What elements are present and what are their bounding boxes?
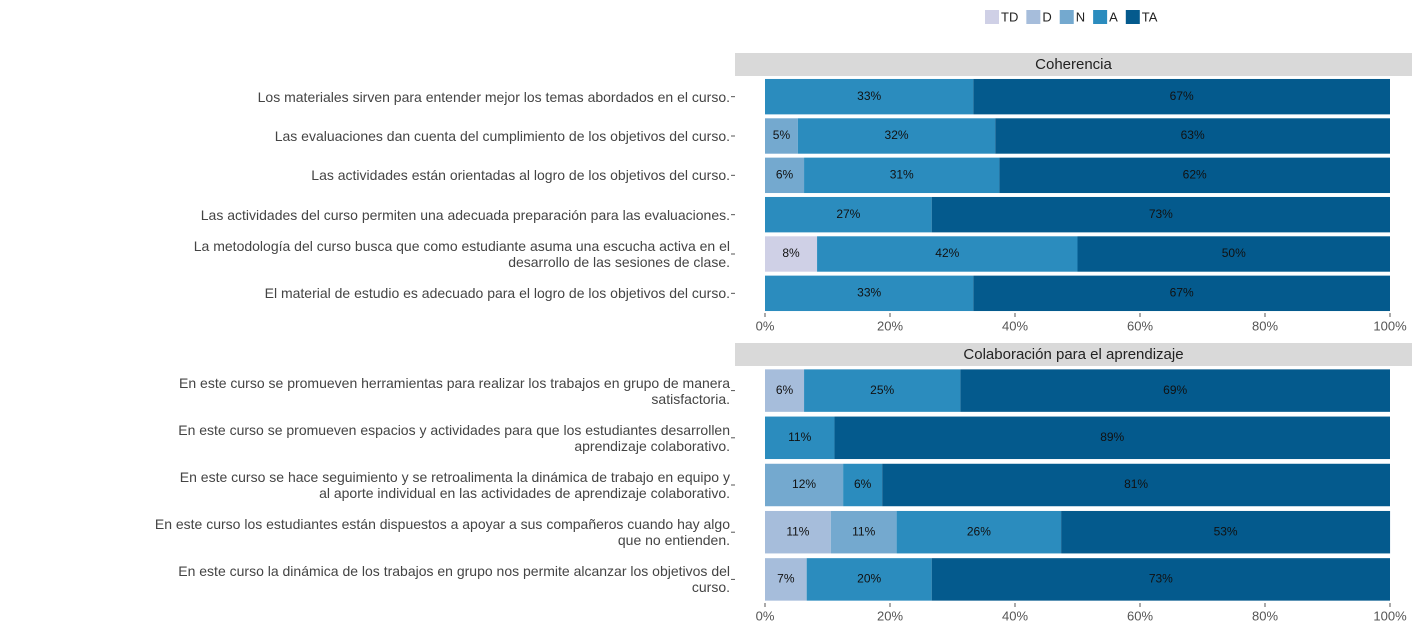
bar-segment — [931, 196, 1390, 233]
bar-label: 12% — [792, 477, 816, 491]
bar-label: 31% — [890, 168, 914, 182]
bar-label: 20% — [857, 572, 881, 586]
bar-segment — [797, 118, 996, 154]
bar-segment — [999, 157, 1390, 194]
x-tick-label: 40% — [1002, 608, 1028, 623]
bar-label: 6% — [776, 383, 794, 397]
bar-label: 63% — [1181, 128, 1205, 142]
bar-label: 5% — [773, 128, 791, 142]
x-tick-label: 80% — [1252, 608, 1278, 623]
bar-segment — [1061, 510, 1391, 554]
legend-label: A — [1109, 9, 1118, 24]
bar-label: 67% — [1170, 286, 1194, 300]
bar-segment — [765, 510, 831, 554]
facet-title: Coherencia — [1035, 56, 1112, 73]
x-tick-label: 0% — [756, 608, 775, 623]
category-label: En este curso la dinámica de los trabajo… — [178, 563, 730, 596]
bar-segment — [896, 510, 1062, 554]
bar-segment — [765, 236, 818, 272]
bar-label: 32% — [885, 128, 909, 142]
bar-segment — [843, 463, 883, 507]
bar-segment — [834, 416, 1390, 460]
bar-label: 33% — [857, 286, 881, 300]
category-label: Las evaluaciones dan cuenta del cumplimi… — [274, 128, 730, 144]
bar-segment — [817, 236, 1078, 272]
bar-label: 81% — [1124, 477, 1148, 491]
bar-segment — [765, 196, 932, 233]
bar-segment — [765, 463, 844, 507]
x-tick-label: 20% — [877, 608, 903, 623]
category-label: Las actividades del curso permiten una a… — [200, 206, 730, 223]
legend-swatch — [1026, 10, 1041, 24]
x-tick-label: 0% — [756, 318, 775, 333]
bar-label: 6% — [854, 477, 872, 491]
bar-label: 50% — [1222, 246, 1246, 260]
bar-segment — [804, 369, 961, 412]
x-tick-label: 100% — [1373, 608, 1407, 623]
x-tick-label: 60% — [1127, 608, 1153, 623]
bar-label: 11% — [786, 524, 809, 538]
category-label: En este curso se promueven espacios y ac… — [178, 421, 730, 454]
legend-swatch — [1093, 10, 1108, 24]
legend-label: D — [1042, 9, 1051, 24]
bar-segment — [765, 558, 807, 601]
category-label: El material de estudio es adecuado para … — [264, 285, 730, 302]
bar-segment — [765, 416, 835, 460]
bar-label: 62% — [1183, 168, 1207, 182]
x-tick-label: 60% — [1127, 318, 1153, 333]
bar-segment — [830, 510, 897, 554]
legend-label: N — [1076, 9, 1085, 24]
bar-segment — [806, 558, 932, 601]
bar-label: 11% — [852, 524, 875, 538]
category-label: La metodología del curso busca que como … — [193, 238, 730, 270]
legend-swatch — [985, 10, 999, 24]
bar-label: 33% — [857, 89, 881, 103]
bar-label: 11% — [788, 430, 811, 444]
category-label: En este curso se promueven herramientas … — [179, 374, 730, 407]
bar-label: 73% — [1149, 572, 1173, 586]
facet-title: Colaboración para el aprendizaje — [963, 346, 1183, 363]
category-label: En este curso se hace seguimiento y se r… — [179, 469, 730, 501]
x-tick-label: 40% — [1002, 318, 1028, 333]
bar-label: 42% — [935, 246, 959, 260]
bar-label: 73% — [1149, 207, 1173, 221]
bar-segment — [973, 275, 1390, 312]
facet-strip — [735, 343, 1412, 366]
bar-segment — [765, 78, 974, 115]
bar-segment — [765, 369, 805, 412]
category-label: Los materiales sirven para entender mejo… — [257, 88, 730, 105]
bar-label: 27% — [836, 207, 860, 221]
bar-segment — [931, 558, 1390, 601]
bar-segment — [804, 157, 1000, 194]
bar-segment — [995, 118, 1390, 154]
x-tick-label: 20% — [877, 318, 903, 333]
bar-label: 6% — [776, 168, 794, 182]
bar-segment — [973, 78, 1390, 115]
bar-label: 67% — [1170, 89, 1194, 103]
bar-label: 25% — [870, 383, 894, 397]
bar-segment — [765, 275, 974, 312]
bar-label: 89% — [1100, 430, 1124, 444]
category-label: Las actividades están orientadas al logr… — [311, 167, 730, 184]
legend-swatch — [1059, 10, 1074, 24]
bar-segment — [960, 369, 1390, 412]
x-tick-label: 80% — [1252, 318, 1278, 333]
legend-label: TA — [1142, 9, 1158, 24]
category-label: En este curso los estudiantes están disp… — [154, 516, 730, 549]
legend-label: TD — [1001, 9, 1018, 24]
bar-label: 7% — [777, 572, 795, 586]
bar-segment — [882, 463, 1390, 507]
bar-label: 8% — [782, 246, 800, 260]
legend-swatch — [1125, 10, 1140, 24]
facet-strip — [735, 53, 1412, 76]
bar-label: 69% — [1163, 383, 1187, 397]
bar-label: 53% — [1214, 524, 1238, 538]
x-tick-label: 100% — [1373, 318, 1407, 333]
bar-segment — [765, 118, 798, 154]
bar-segment — [1077, 236, 1390, 272]
bar-label: 26% — [967, 524, 991, 538]
bar-segment — [765, 157, 805, 194]
